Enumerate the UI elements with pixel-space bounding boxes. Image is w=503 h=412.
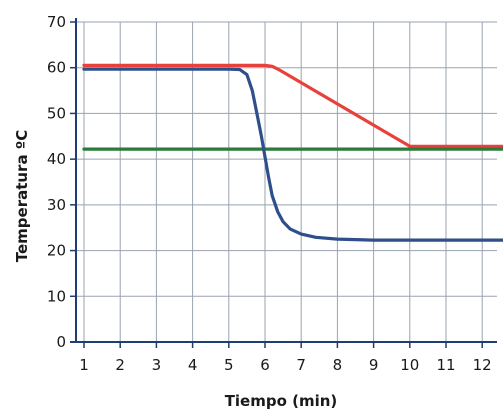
tick-labels: 010203040506070123456789101112131415 [47, 13, 492, 374]
x-tick-label-7: 7 [296, 356, 306, 374]
x-tick-label-1: 1 [79, 356, 89, 374]
series-lines [82, 63, 503, 242]
series-line-1 [82, 63, 503, 148]
y-tick-label-0: 0 [56, 333, 66, 351]
x-tick-label-8: 8 [333, 356, 343, 374]
x-tick-label-12: 12 [473, 356, 492, 374]
x-tick-label-9: 9 [369, 356, 379, 374]
series-line-3 [82, 67, 503, 242]
x-tick-label-3: 3 [152, 356, 162, 374]
y-tick-label-20: 20 [47, 242, 66, 260]
y-tick-label-60: 60 [47, 59, 66, 77]
y-tick-label-10: 10 [47, 287, 66, 305]
y-axis-title: Temperatura ºC [13, 130, 31, 263]
x-tick-label-6: 6 [260, 356, 270, 374]
x-tick-label-5: 5 [224, 356, 234, 374]
y-tick-label-70: 70 [47, 13, 66, 31]
y-tick-label-50: 50 [47, 104, 66, 122]
x-tick-label-10: 10 [400, 356, 419, 374]
axes [70, 18, 497, 348]
y-tick-label-30: 30 [47, 196, 66, 214]
x-tick-label-11: 11 [436, 356, 455, 374]
y-tick-label-40: 40 [47, 150, 66, 168]
x-tick-label-2: 2 [115, 356, 125, 374]
x-tick-label-4: 4 [188, 356, 198, 374]
x-axis-title: Tiempo (min) [225, 392, 338, 410]
